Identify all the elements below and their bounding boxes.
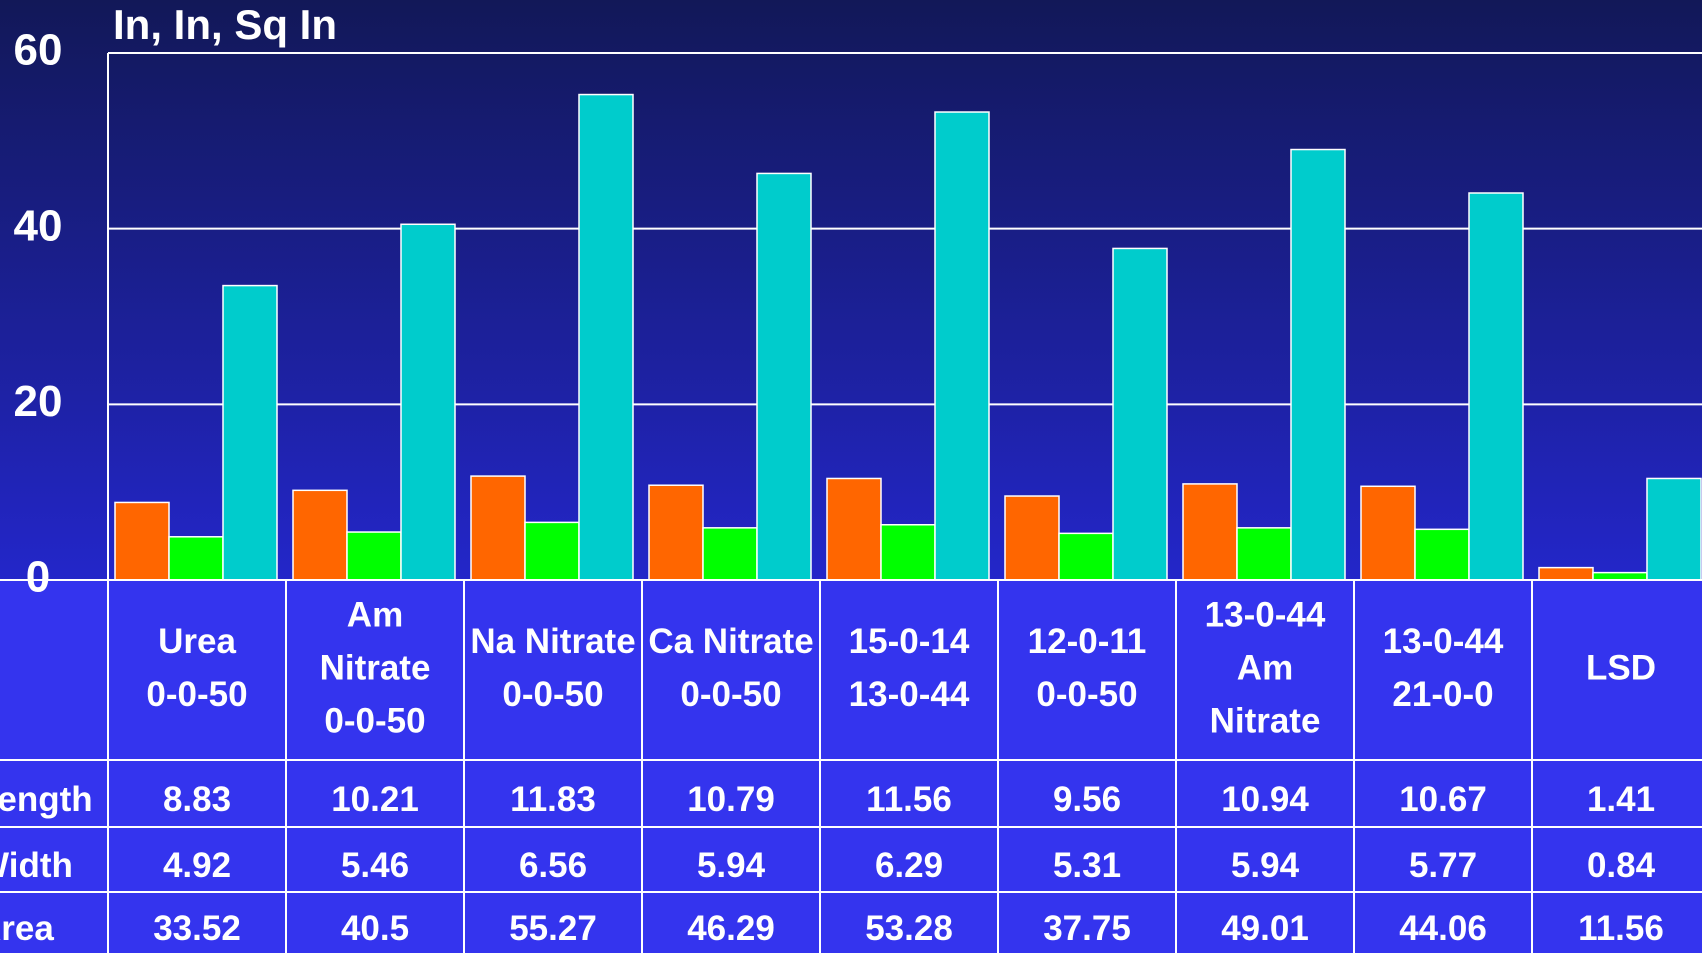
bar [524,521,580,581]
category-label: 13-0-44 [1383,622,1504,661]
bar [1290,148,1346,581]
category-label: 0-0-50 [146,675,247,714]
series-name: Area [0,909,54,948]
bar [1414,528,1470,581]
category-label: 21-0-0 [1392,675,1493,714]
category-label: Nitrate [1210,701,1321,740]
bar [578,93,634,581]
bar [826,477,882,581]
table-value: 4.92 [163,846,231,885]
bar [1112,247,1168,581]
table-value: 10.21 [331,780,419,819]
table-value: 10.79 [687,780,775,819]
table-value: 53.28 [865,909,953,948]
category-label: Am [347,595,403,634]
category-label: 0-0-50 [502,675,603,714]
bar [1468,192,1524,581]
table-value: 33.52 [153,909,241,948]
table-value: 5.46 [341,846,409,885]
category-label: Am [1237,648,1293,687]
bar [222,284,278,581]
y-tick-label: 60 [14,26,63,75]
bar [470,475,526,581]
bar [756,172,812,581]
bar [648,484,704,581]
bar [346,531,402,581]
category-label: Ca Nitrate [648,622,813,661]
table-value: 5.31 [1053,846,1121,885]
table-value: 55.27 [509,909,597,948]
table-value: 44.06 [1399,909,1487,948]
category-label: 12-0-11 [1028,622,1147,661]
y-tick-label: 40 [14,201,63,250]
table-value: 11.83 [510,780,596,819]
table-background [0,580,1702,953]
y-tick-label: 20 [14,377,63,426]
bar [1646,477,1702,581]
category-label: 13-0-44 [1205,595,1326,634]
category-label: 15-0-14 [849,622,970,661]
table-value: 46.29 [687,909,775,948]
table-value: 6.56 [519,846,587,885]
table-value: 6.29 [875,846,943,885]
bar [400,223,456,581]
series-name: Length [0,780,93,819]
table-value: 9.56 [1053,780,1121,819]
category-label: Nitrate [320,648,431,687]
table-value: 1.41 [1587,780,1655,819]
bar [168,536,224,581]
bar [292,489,348,581]
bar [934,111,990,581]
y-tick-label: 0 [26,553,50,602]
bar [1592,571,1648,581]
bar [1360,485,1416,581]
bar [1236,527,1292,581]
table-value: 11.56 [1578,909,1664,948]
table-value: 5.94 [697,846,766,885]
category-label: Urea [158,622,236,661]
table-value: 10.94 [1221,780,1309,819]
table-value: 0.84 [1587,846,1656,885]
axis-title: In, In, Sq In [113,1,337,48]
category-label: Na Nitrate [470,622,635,661]
table-value: 49.01 [1221,909,1309,948]
table-value: 37.75 [1043,909,1131,948]
bar [1004,495,1060,581]
bar [880,524,936,581]
series-name: Width [0,846,73,885]
bar [702,527,758,581]
table-value: 5.94 [1231,846,1300,885]
category-label: 0-0-50 [680,675,781,714]
category-label: LSD [1586,648,1656,687]
table-value: 5.77 [1409,846,1477,885]
table-value: 11.56 [866,780,952,819]
bar [1182,483,1238,581]
table-value: 10.67 [1399,780,1487,819]
bar [1058,532,1114,581]
category-label: 0-0-50 [1036,675,1137,714]
table-value: 40.5 [341,909,409,948]
bar [114,501,170,581]
category-label: 0-0-50 [324,701,425,740]
table-value: 8.83 [163,780,231,819]
bar [1538,566,1594,581]
category-label: 13-0-44 [849,675,970,714]
